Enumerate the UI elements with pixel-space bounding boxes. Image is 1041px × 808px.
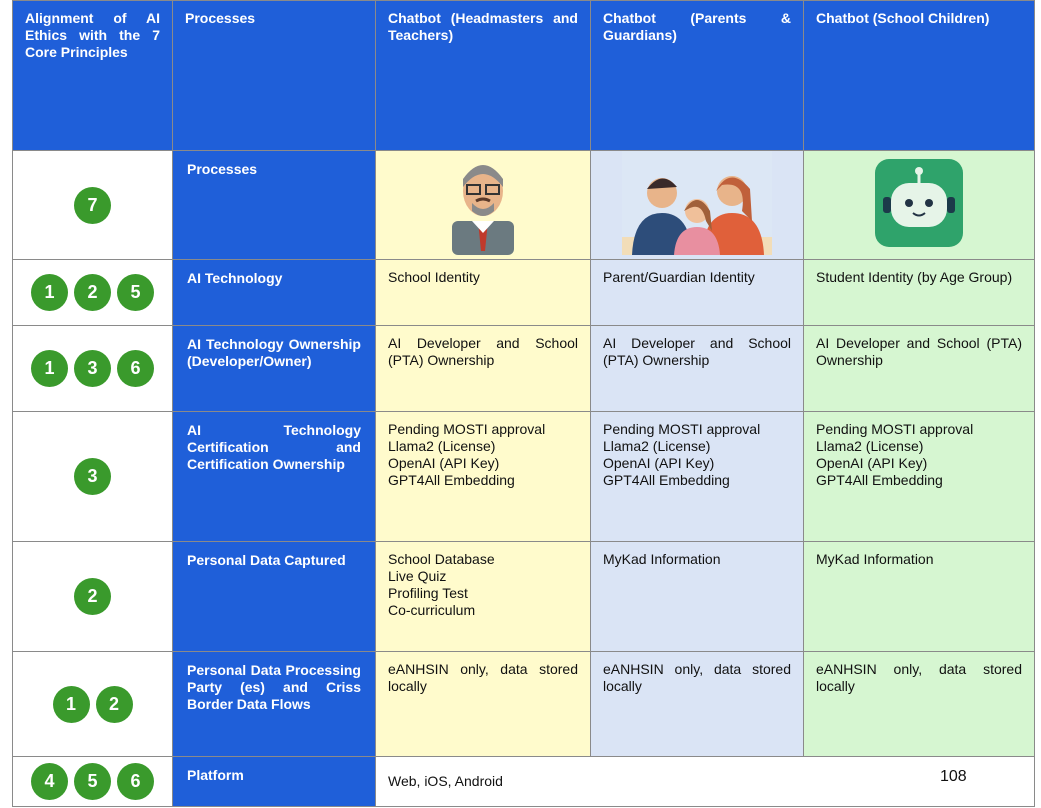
- chatbot-cell: AI Developer and School (PTA) Ownership: [375, 325, 591, 412]
- principle-badge: 2: [95, 685, 133, 723]
- chatbot-cell: eANHSIN only, data stored locally: [803, 651, 1035, 757]
- cell-line: GPT4All Embedding: [388, 472, 515, 488]
- cell-line: Llama2 (License): [603, 438, 711, 454]
- cell-line: Llama2 (License): [388, 438, 496, 454]
- chatbot-cell: Pending MOSTI approval Llama2 (License) Op…: [590, 411, 804, 542]
- cell-line: School Identity: [388, 269, 480, 285]
- principle-badge: 6: [117, 350, 154, 387]
- principle-badge: 2: [74, 578, 111, 615]
- cell-line: eANHSIN only, data stored locally: [603, 661, 791, 694]
- principle-badge: 2: [74, 274, 111, 311]
- principle-badge: 7: [74, 186, 111, 224]
- chatbot-cell: Student Identity (by Age Group): [803, 259, 1035, 326]
- process-label: AI Technology: [172, 259, 376, 326]
- chatbot-cell: School Identity: [375, 259, 591, 326]
- principle-badge: 6: [117, 763, 154, 800]
- principle-badge: 1: [52, 685, 90, 723]
- chatbot-icon: [590, 150, 804, 260]
- principle-cell: 7: [12, 150, 173, 260]
- header-cell: Chatbot (Parents & Guardians): [590, 0, 804, 151]
- cell-line: Student Identity (by Age Group): [816, 269, 1013, 285]
- header-cell: Processes: [172, 0, 376, 151]
- table-row: 1 2 5 AI Technology School Identity Parent/Gu…: [12, 259, 1035, 326]
- chatbot-icon: [375, 150, 591, 260]
- header-cell: Chatbot (Headmasters and Teachers): [375, 0, 591, 151]
- cell-line: OpenAI (API Key): [388, 455, 500, 471]
- header-cell: Alignment of AI Ethics with the 7 Core P…: [12, 0, 173, 151]
- chatbot-cell: School Database Live Quiz Profiling Test Co…: [375, 541, 591, 652]
- table-row: 7 Processes: [12, 150, 1035, 260]
- cell-line: MyKad Information: [603, 551, 721, 567]
- cell-line: Llama2 (License): [816, 438, 924, 454]
- cell-line: Co-curriculum: [388, 602, 476, 618]
- chatbot-cell: MyKad Information: [803, 541, 1035, 652]
- principle-badge: 5: [117, 274, 154, 311]
- cell-line: AI Developer and School (PTA) Ownership: [603, 335, 791, 368]
- process-label: Personal Data Processing Party (es) and …: [172, 651, 376, 757]
- chatbot-icon: [803, 150, 1035, 260]
- process-label: Platform: [172, 756, 376, 807]
- chatbot-cell: Pending MOSTI approval Llama2 (License) Op…: [375, 411, 591, 542]
- principle-cell: 2: [12, 541, 173, 652]
- chatbot-cell: eANHSIN only, data stored locally: [375, 651, 591, 757]
- process-label: AI Technology Ownership (Developer/Owner…: [172, 325, 376, 412]
- cell-line: Pending MOSTI approval: [816, 421, 974, 437]
- header-cell: Chatbot (School Children): [803, 0, 1035, 151]
- page-number: 108: [940, 768, 967, 785]
- chatbot-cell: AI Developer and School (PTA) Ownership: [803, 325, 1035, 412]
- cell-line: AI Developer and School (PTA) Ownership: [388, 335, 578, 368]
- cell-line: Pending MOSTI approval: [603, 421, 761, 437]
- principle-badge: 1: [31, 274, 68, 311]
- table-row: 1 3 6 AI Technology Ownership (Developer/Ow…: [12, 325, 1035, 412]
- cell-line: eANHSIN only, data stored locally: [816, 661, 1022, 694]
- cell-line: OpenAI (API Key): [603, 455, 715, 471]
- badge-group: 3: [13, 458, 172, 495]
- principle-badge: 3: [74, 458, 111, 495]
- cell-line: GPT4All Embedding: [603, 472, 730, 488]
- process-label: Personal Data Captured: [172, 541, 376, 652]
- cell-line: eANHSIN only, data stored locally: [388, 661, 578, 694]
- ethics-table: Alignment of AI Ethics with the 7 Core P…: [12, 0, 1035, 807]
- badge-group: 7: [13, 186, 172, 224]
- platform-cell: Web, iOS, Android: [375, 756, 1035, 807]
- principle-badge: 5: [74, 763, 111, 800]
- cell-line: Web, iOS, Android: [388, 773, 503, 789]
- table-row: 4 5 6 Platform Web, iOS, Android: [12, 756, 1035, 807]
- table-row: 2 Personal Data Captured School Database Li…: [12, 541, 1035, 652]
- process-label: Processes: [172, 150, 376, 260]
- cell-line: GPT4All Embedding: [816, 472, 943, 488]
- principle-badge: 1: [31, 350, 68, 387]
- cell-line: AI Developer and School (PTA) Ownership: [816, 335, 1022, 368]
- cell-line: OpenAI (API Key): [816, 455, 928, 471]
- principle-badge: 3: [74, 350, 111, 387]
- header-row: Alignment of AI Ethics with the 7 Core P…: [12, 0, 1035, 151]
- chatbot-cell: Pending MOSTI approval Llama2 (License) Op…: [803, 411, 1035, 542]
- process-label: AI Technology Certification and Certific…: [172, 411, 376, 542]
- table-row: 1 2 Personal Data Processing Party (es) an…: [12, 651, 1035, 757]
- cell-line: School Database: [388, 551, 495, 567]
- chatbot-cell: MyKad Information: [590, 541, 804, 652]
- cell-line: Parent/Guardian Identity: [603, 269, 755, 285]
- cell-line: Profiling Test: [388, 585, 468, 601]
- cell-line: MyKad Information: [816, 551, 934, 567]
- principle-badge: 4: [31, 763, 68, 800]
- badge-group: 2: [13, 578, 172, 615]
- cell-line: Pending MOSTI approval: [388, 421, 546, 437]
- chatbot-cell: Parent/Guardian Identity: [590, 259, 804, 326]
- chatbot-cell: AI Developer and School (PTA) Ownership: [590, 325, 804, 412]
- cell-line: Live Quiz: [388, 568, 447, 584]
- table-row: 3 AI Technology Certification and Certifi…: [12, 411, 1035, 542]
- principle-cell: 3: [12, 411, 173, 542]
- chatbot-cell: eANHSIN only, data stored locally: [590, 651, 804, 757]
